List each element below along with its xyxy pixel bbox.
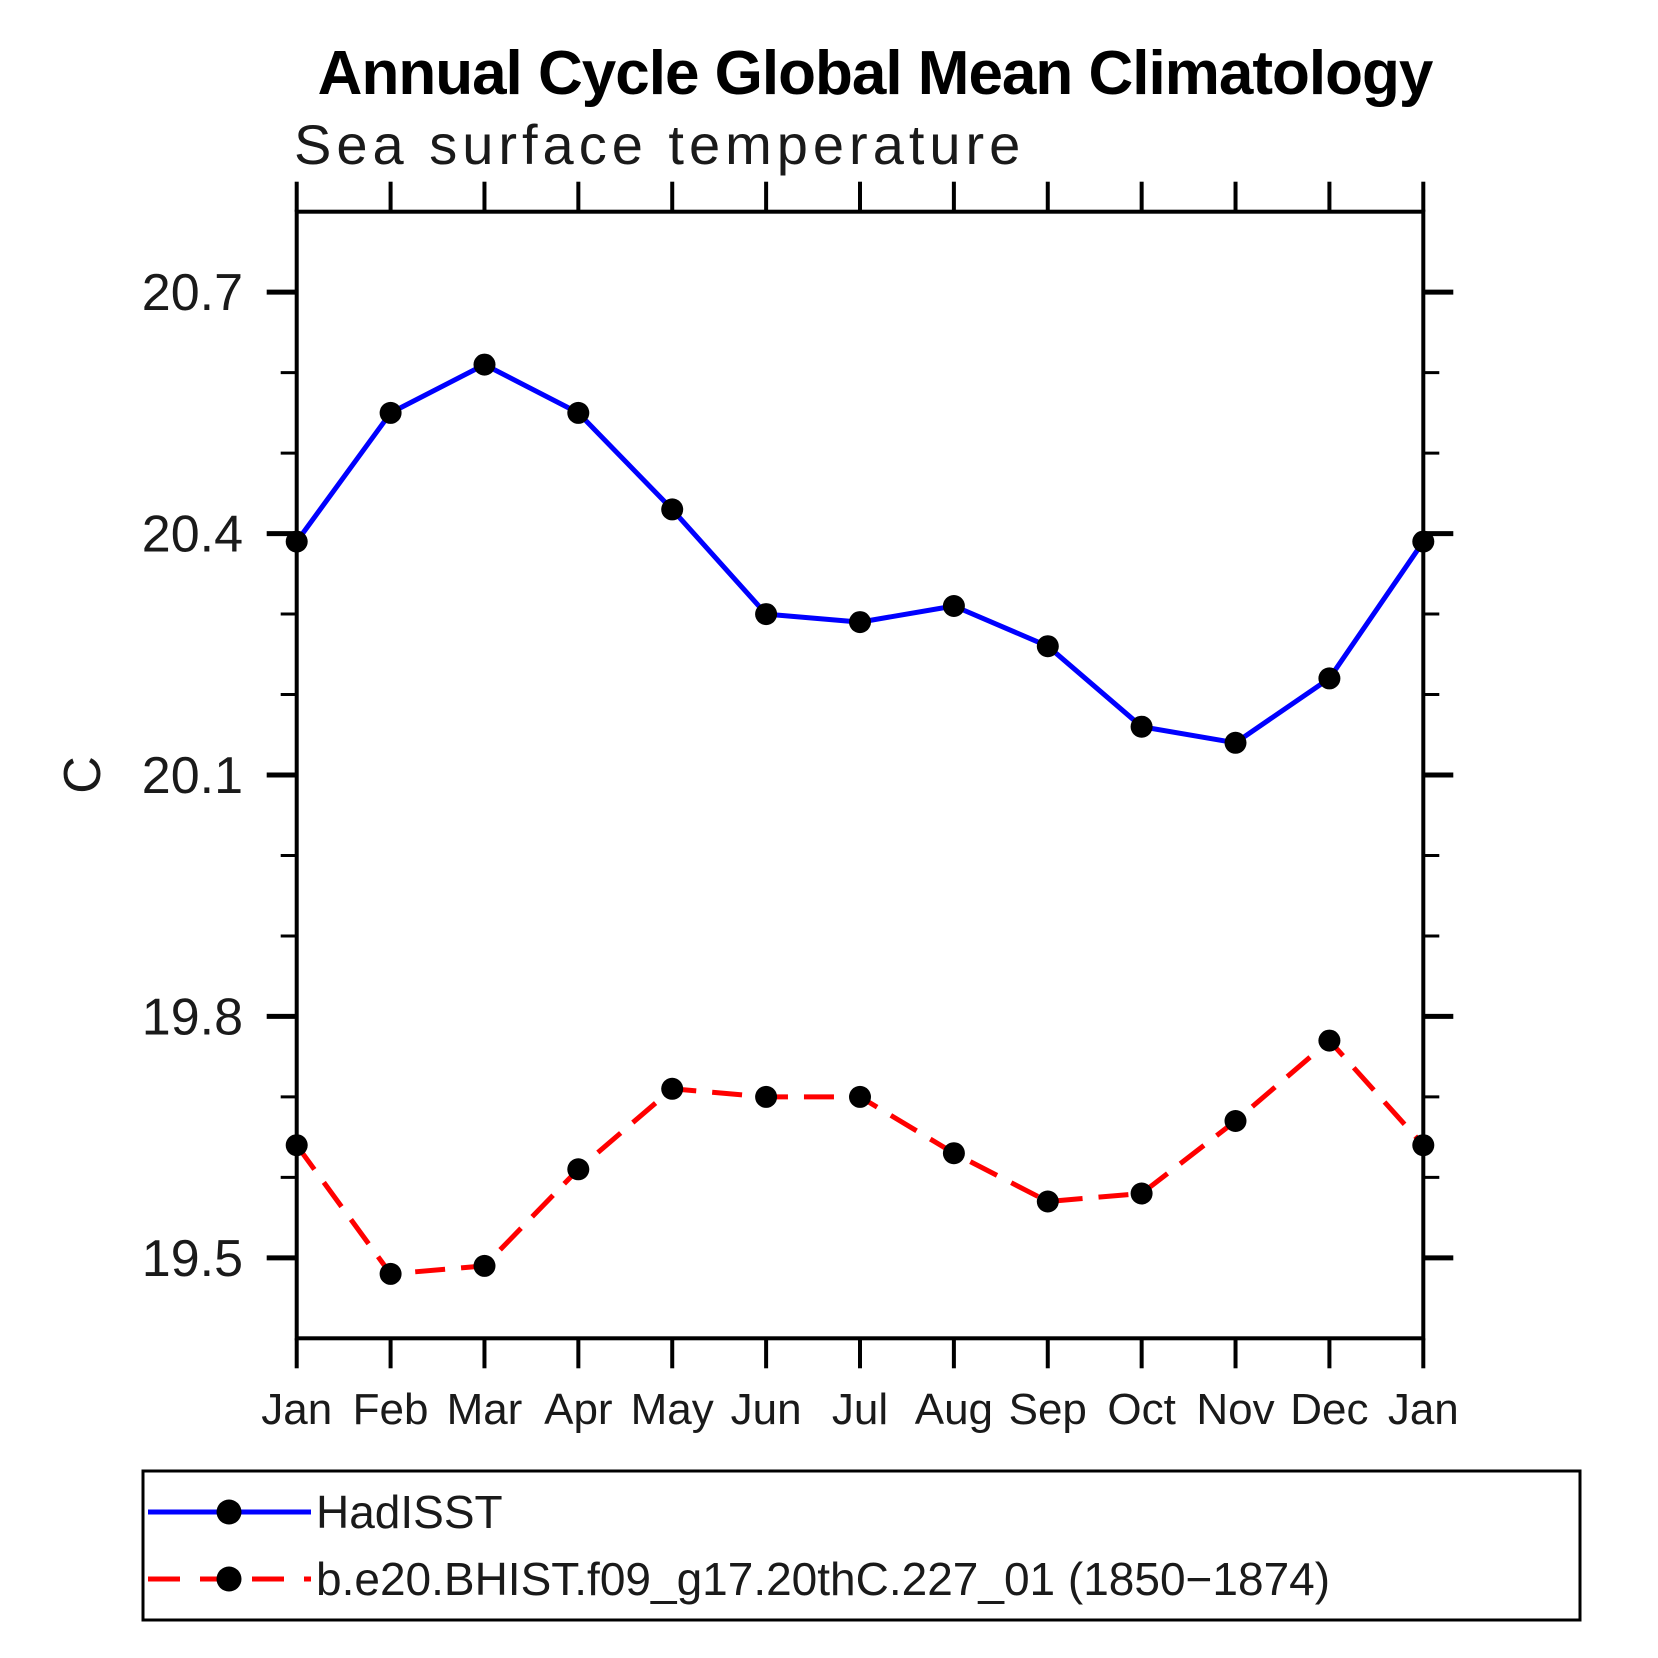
y-tick-label: 19.5 [142,1230,243,1288]
x-tick-label: Jan [261,1385,332,1434]
data-point-marker-1 [849,1085,871,1108]
y-axis-label: C [54,756,112,794]
data-point-marker-0 [567,401,590,424]
data-point-marker-1 [473,1254,496,1277]
data-point-marker-1 [1036,1190,1059,1213]
data-point-marker-0 [661,498,684,521]
data-point-marker-0 [849,611,871,634]
legend-sample-marker-hadisst [216,1499,242,1525]
plot-frame [294,209,1426,1341]
data-point-marker-1 [1318,1029,1341,1052]
legend-entry-model: b.e20.BHIST.f09_g17.20thC.227_01 (1850−1… [148,1553,1330,1605]
series-layer [285,353,1435,1285]
legend: HadISST b.e20.BHIST.f09_g17.20thC.227_01… [141,1469,1582,1622]
data-point-marker-1 [285,1134,308,1157]
x-tick-label: May [631,1385,714,1434]
data-point-marker-1 [1412,1134,1435,1157]
chart-subtitle: Sea surface temperature [294,113,1025,176]
y-tick-label: 20.1 [142,747,243,805]
data-point-marker-1 [755,1085,778,1108]
y-tick-label: 19.8 [142,988,243,1046]
data-point-marker-1 [567,1158,590,1181]
chart-title: Annual Cycle Global Mean Climatology [318,39,1434,108]
x-tick-label: Apr [544,1385,612,1434]
legend-label-hadisst: HadISST [316,1486,503,1538]
x-tick-label: Jan [1388,1385,1459,1434]
x-tick-label: Jun [731,1385,802,1434]
data-point-marker-0 [1130,715,1153,738]
x-tick-label: Sep [1009,1385,1087,1434]
x-tick-label: Feb [353,1385,429,1434]
legend-box [141,1469,1582,1622]
data-point-marker-1 [379,1262,402,1285]
data-point-marker-0 [379,401,402,424]
data-point-marker-1 [1224,1110,1247,1132]
x-tick-label: Oct [1107,1385,1175,1434]
y-tick-label: 20.4 [142,506,243,564]
axes-layer: Jan Feb Mar Apr May Jun Jul Aug Sep Oct Nov Dec Jan 1… [142,181,1459,1434]
x-tick-label: Dec [1290,1385,1368,1434]
data-point-marker-1 [1130,1182,1153,1205]
data-point-marker-0 [1224,731,1247,754]
data-point-marker-0 [1412,530,1435,553]
data-point-marker-0 [1036,635,1059,658]
y-tick-label: 20.7 [142,264,243,322]
data-point-marker-0 [473,353,496,376]
legend-entry-hadisst: HadISST [148,1486,503,1538]
x-tick-label: Aug [915,1385,993,1434]
series-line-1 [294,1038,1426,1277]
legend-label-model: b.e20.BHIST.f09_g17.20thC.227_01 (1850−1… [316,1553,1330,1605]
data-point-marker-0 [1318,667,1341,690]
data-point-marker-0 [285,530,308,553]
data-point-marker-0 [755,603,778,626]
series-line-0 [294,362,1426,746]
x-tick-label: Jul [832,1385,888,1434]
legend-sample-marker-model [216,1566,242,1592]
x-tick-label: Mar [447,1385,523,1434]
x-tick-label: Nov [1196,1385,1274,1434]
data-point-marker-1 [661,1077,684,1100]
data-point-marker-1 [942,1142,965,1165]
data-point-marker-0 [942,595,965,617]
